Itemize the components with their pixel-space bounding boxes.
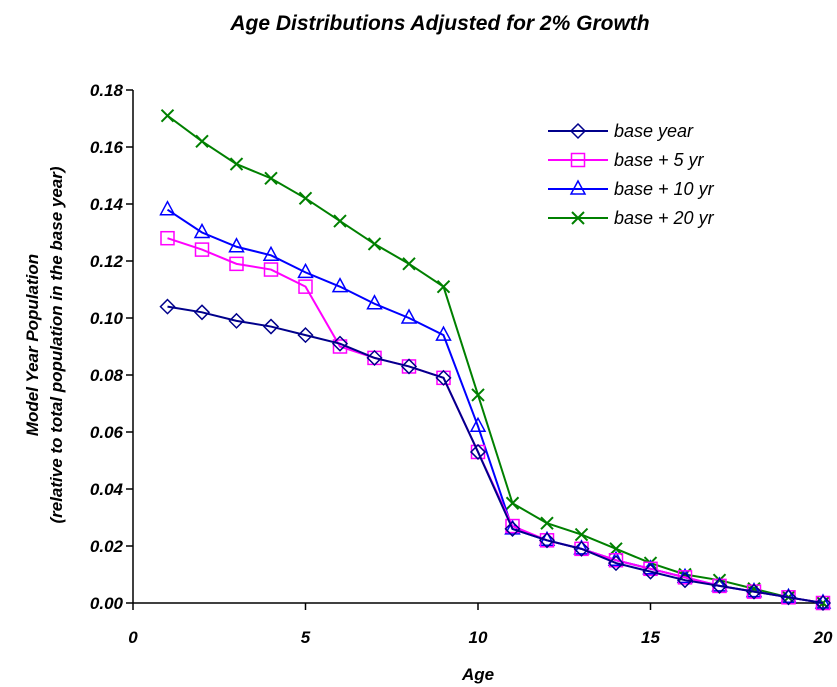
- triangle-marker: [400, 308, 418, 324]
- x-marker: [195, 134, 209, 149]
- diamond-marker: [569, 122, 587, 140]
- y-tick-label: 0.16: [90, 138, 124, 157]
- diamond-marker: [814, 594, 832, 612]
- triangle-marker: [262, 245, 280, 262]
- y-tick-label: 0.08: [90, 366, 124, 385]
- diamond-marker: [435, 369, 452, 386]
- legend-label: base year: [614, 121, 694, 141]
- diamond-marker: [469, 443, 487, 461]
- y-tick-label: 0.18: [90, 81, 124, 100]
- x-marker: [609, 542, 623, 556]
- diamond-marker: [262, 318, 280, 335]
- x-marker: [574, 527, 589, 542]
- triangle-marker: [297, 262, 314, 279]
- diamond-marker: [193, 304, 211, 321]
- x-marker: [160, 108, 175, 123]
- legend-label: base + 10 yr: [614, 179, 715, 199]
- diamond-marker: [573, 540, 590, 557]
- diamond-marker: [366, 349, 383, 366]
- diamond-marker: [711, 577, 728, 594]
- square-marker: [643, 561, 658, 577]
- y-axis-label-line1: Model Year Population: [23, 254, 42, 436]
- x-marker: [264, 171, 278, 186]
- diamond-marker: [538, 532, 556, 549]
- series-line: [166, 114, 824, 604]
- y-tick-label: 0.06: [90, 423, 124, 442]
- legend-item: base + 20 yr: [548, 208, 715, 228]
- x-marker: [298, 191, 313, 206]
- legend-item: base + 5 yr: [548, 150, 705, 170]
- y-tick-label: 0.12: [90, 252, 124, 271]
- diamond-marker: [504, 520, 521, 537]
- legend-item: base + 10 yr: [548, 179, 715, 199]
- diamond-marker: [642, 563, 659, 580]
- x-marker: [229, 157, 244, 171]
- square-marker: [570, 152, 586, 168]
- x-marker: [333, 214, 347, 228]
- triangle-marker: [159, 200, 176, 216]
- diamond-marker: [780, 589, 797, 606]
- square-marker: [505, 518, 520, 534]
- diamond-marker: [228, 312, 245, 329]
- series-2: [159, 200, 832, 609]
- square-marker: [298, 279, 313, 294]
- legend-item: base year: [548, 121, 694, 141]
- y-tick-label: 0.00: [90, 594, 124, 613]
- diamond-marker: [159, 298, 176, 315]
- diamond-marker: [400, 358, 418, 375]
- x-marker: [367, 237, 382, 251]
- y-tick-label: 0.04: [90, 480, 124, 499]
- x-tick-label: 0: [128, 628, 138, 647]
- x-tick-label: 10: [469, 628, 488, 647]
- legend: base year base + 5 yr base + 10 yr base + 2…: [548, 121, 715, 228]
- x-tick-label: 15: [641, 628, 660, 647]
- series-1: [160, 230, 831, 611]
- diamond-marker: [607, 555, 625, 572]
- series-0: [159, 298, 832, 612]
- square-marker: [677, 570, 693, 585]
- series-3: [160, 108, 830, 610]
- x-marker: [471, 388, 485, 402]
- square-marker: [263, 262, 279, 277]
- triangle-marker: [469, 416, 487, 433]
- triangle-marker: [228, 237, 245, 253]
- diamond-marker: [297, 327, 314, 344]
- y-axis-label-line2: (relative to total population in the bas…: [47, 166, 66, 523]
- chart-title: Age Distributions Adjusted for 2% Growth: [229, 12, 649, 35]
- x-marker: [402, 257, 416, 271]
- square-marker: [160, 230, 175, 246]
- diamond-marker: [331, 335, 349, 352]
- axes: 0.00 0.02 0.04 0.06 0.08 0.10 0.12 0.14 0.16 0.18…: [90, 81, 833, 647]
- x-axis-label: Age: [461, 665, 494, 684]
- x-marker: [505, 496, 520, 510]
- series-line: [167, 305, 824, 604]
- legend-label: base + 5 yr: [614, 150, 705, 170]
- x-marker: [540, 516, 554, 530]
- triangle-marker: [331, 277, 349, 293]
- y-tick-label: 0.10: [90, 309, 124, 328]
- triangle-marker: [366, 294, 383, 310]
- y-tick-label: 0.02: [90, 537, 124, 556]
- square-marker: [194, 242, 210, 257]
- x-tick-label: 5: [301, 628, 311, 647]
- triangle-marker: [569, 179, 587, 195]
- x-tick-label: 20: [813, 628, 833, 647]
- triangle-marker: [435, 325, 452, 341]
- series-line: [167, 237, 824, 604]
- data-series: [159, 108, 832, 612]
- diamond-marker: [745, 583, 763, 600]
- x-marker: [436, 279, 451, 294]
- square-marker: [229, 256, 244, 272]
- x-marker: [571, 211, 585, 225]
- legend-label: base + 20 yr: [614, 208, 715, 228]
- diamond-marker: [676, 572, 694, 589]
- y-tick-label: 0.14: [90, 195, 124, 214]
- triangle-marker: [193, 222, 211, 239]
